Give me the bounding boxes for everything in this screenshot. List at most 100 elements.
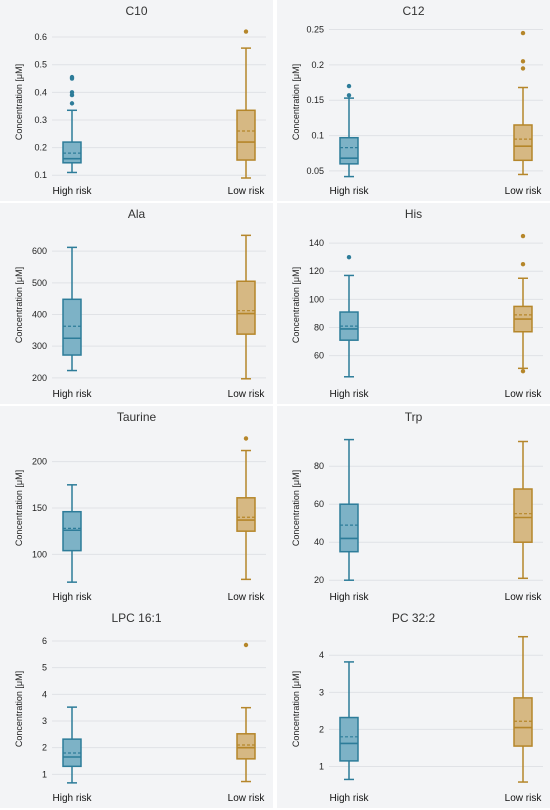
high-risk-box[interactable]	[339, 503, 359, 553]
y-tick-label: 400	[32, 310, 47, 320]
high-risk-outlier-point[interactable]	[346, 254, 352, 260]
y-tick-label: 2	[42, 743, 47, 753]
y-tick-label: 500	[32, 278, 47, 288]
chart-panel-c10: C10 Concentration [μM] 0.1 0.2 0.3 0.4 0.5 0.6 H…	[0, 0, 273, 201]
category-label-low-risk: Low risk	[228, 389, 266, 400]
category-label-high-risk: High risk	[330, 389, 370, 400]
y-axis-label: Concentration [μM]	[291, 470, 301, 546]
high-risk-box[interactable]	[62, 141, 82, 164]
high-risk-outlier-point[interactable]	[346, 83, 352, 89]
y-tick-label: 0.1	[311, 131, 324, 141]
box-plot: C10 Concentration [μM] 0.1 0.2 0.3 0.4 0.5 0.6 H…	[14, 4, 266, 197]
y-tick-label: 20	[314, 575, 324, 585]
box-plot: Ala Concentration [μM] 200 300 400 500 600 High…	[14, 207, 266, 400]
chart-title: Taurine	[117, 410, 157, 424]
chart-title: Ala	[128, 207, 146, 221]
box-plot: PC 32:2 Concentration [μM] 1 2 3 4 High risk Lo…	[291, 611, 543, 804]
y-axis-label: Concentration [μM]	[14, 267, 24, 343]
low-risk-outlier-point[interactable]	[520, 233, 526, 239]
high-risk-outlier-point[interactable]	[69, 101, 75, 106]
y-tick-label: 100	[32, 549, 47, 559]
category-label-low-risk: Low risk	[228, 592, 266, 603]
low-risk-outlier-point[interactable]	[520, 368, 526, 374]
low-risk-outlier-point[interactable]	[243, 642, 249, 648]
low-risk-outlier-point[interactable]	[520, 30, 526, 36]
chart-title: Trp	[405, 410, 423, 424]
low-risk-box[interactable]	[236, 109, 256, 161]
y-tick-label: 0.1	[34, 170, 47, 180]
y-tick-label: 0.6	[34, 32, 47, 42]
y-tick-label: 140	[309, 238, 324, 248]
chart-panel-his: His Concentration [μM] 60 80 100 120 140 High r…	[277, 203, 550, 404]
category-label-high-risk: High risk	[53, 793, 93, 804]
y-axis-label: Concentration [μM]	[14, 64, 24, 140]
chart-panel-taurine: Taurine Concentration [μM] 100 150 200 High r…	[0, 406, 273, 607]
low-risk-box[interactable]	[513, 488, 533, 543]
category-label-low-risk: Low risk	[505, 592, 543, 603]
chart-panel-pc-32-2: PC 32:2 Concentration [μM] 1 2 3 4 High risk Lo…	[277, 607, 550, 808]
high-risk-outlier-point[interactable]	[69, 90, 75, 95]
low-risk-box[interactable]	[236, 280, 256, 335]
y-tick-label: 4	[42, 689, 47, 699]
high-risk-box[interactable]	[339, 716, 359, 762]
y-axis-label: Concentration [μM]	[14, 470, 24, 546]
chart-title: C10	[125, 4, 147, 18]
y-tick-label: 3	[319, 687, 324, 697]
low-risk-box[interactable]	[236, 497, 256, 532]
category-label-high-risk: High risk	[330, 592, 370, 603]
chart-panel-trp: Trp Concentration [μM] 20 40 60 80 High risk Lo…	[277, 406, 550, 607]
low-risk-box[interactable]	[236, 733, 256, 760]
y-tick-label: 200	[32, 457, 47, 467]
y-tick-label: 0.2	[34, 143, 47, 153]
low-risk-outlier-point[interactable]	[243, 29, 249, 34]
y-tick-label: 100	[309, 294, 324, 304]
category-label-low-risk: Low risk	[228, 186, 266, 197]
category-label-high-risk: High risk	[53, 186, 93, 197]
box-plot: LPC 16:1 Concentration [μM] 1 2 3 4 5 6 High ris…	[14, 611, 266, 804]
y-tick-label: 3	[42, 716, 47, 726]
y-tick-label: 60	[314, 499, 324, 509]
y-axis-label: Concentration [μM]	[291, 64, 301, 140]
low-risk-box[interactable]	[513, 697, 533, 747]
y-tick-label: 1	[319, 761, 324, 771]
y-tick-label: 0.25	[306, 25, 324, 35]
high-risk-box[interactable]	[62, 510, 82, 552]
high-risk-box[interactable]	[62, 298, 82, 356]
y-tick-label: 200	[32, 373, 47, 383]
y-tick-label: 150	[32, 503, 47, 513]
box-plot: Taurine Concentration [μM] 100 150 200 High r…	[14, 410, 266, 603]
y-tick-label: 2	[319, 724, 324, 734]
y-tick-label: 5	[42, 663, 47, 673]
y-tick-label: 0.3	[34, 115, 47, 125]
chart-panel-lpc-16-1: LPC 16:1 Concentration [μM] 1 2 3 4 5 6 High ris…	[0, 607, 273, 808]
high-risk-box[interactable]	[339, 136, 359, 165]
chart-title: C12	[402, 4, 424, 18]
y-tick-label: 1	[42, 769, 47, 779]
category-label-high-risk: High risk	[330, 793, 370, 804]
category-label-high-risk: High risk	[330, 186, 370, 197]
category-label-low-risk: Low risk	[505, 389, 543, 400]
high-risk-outlier-point[interactable]	[69, 74, 75, 80]
high-risk-outlier-point[interactable]	[346, 93, 352, 98]
chart-title: His	[405, 207, 422, 221]
category-label-low-risk: Low risk	[505, 793, 543, 804]
box-plot: C12 Concentration [μM] 0.05 0.1 0.15 0.2 0.25 H…	[291, 4, 543, 197]
low-risk-box[interactable]	[513, 124, 533, 162]
low-risk-outlier-point[interactable]	[243, 436, 249, 441]
low-risk-outlier-point[interactable]	[520, 66, 526, 71]
y-tick-label: 0.15	[306, 95, 324, 105]
y-axis-label: Concentration [μM]	[14, 671, 24, 747]
y-axis-label: Concentration [μM]	[291, 267, 301, 343]
y-tick-label: 0.2	[311, 60, 324, 70]
y-tick-label: 6	[42, 636, 47, 646]
chart-panel-ala: Ala Concentration [μM] 200 300 400 500 600 High…	[0, 203, 273, 404]
low-risk-outlier-point[interactable]	[520, 261, 526, 267]
category-label-high-risk: High risk	[53, 592, 93, 603]
y-tick-label: 0.05	[306, 166, 324, 176]
low-risk-outlier-point[interactable]	[520, 59, 526, 64]
chart-panel-c12: C12 Concentration [μM] 0.05 0.1 0.15 0.2 0.25 H…	[277, 0, 550, 201]
category-label-low-risk: Low risk	[228, 793, 266, 804]
y-tick-label: 4	[319, 650, 324, 660]
chart-title: LPC 16:1	[111, 611, 161, 625]
